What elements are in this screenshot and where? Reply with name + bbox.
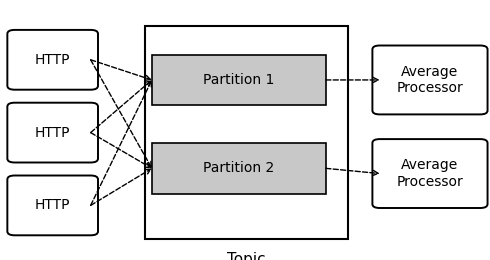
Bar bbox=[145, 26, 348, 239]
FancyBboxPatch shape bbox=[372, 46, 488, 114]
Bar bbox=[152, 143, 326, 194]
Text: Average
Processor: Average Processor bbox=[396, 158, 464, 189]
Text: HTTP: HTTP bbox=[35, 126, 71, 140]
Text: Topic: Topic bbox=[227, 252, 266, 260]
Text: HTTP: HTTP bbox=[35, 53, 71, 67]
Bar bbox=[152, 55, 326, 105]
FancyBboxPatch shape bbox=[7, 103, 98, 162]
FancyBboxPatch shape bbox=[7, 30, 98, 90]
FancyBboxPatch shape bbox=[372, 139, 488, 208]
Text: Average
Processor: Average Processor bbox=[396, 65, 464, 95]
Text: HTTP: HTTP bbox=[35, 198, 71, 212]
FancyBboxPatch shape bbox=[7, 176, 98, 235]
Text: Partition 1: Partition 1 bbox=[203, 73, 274, 87]
Text: Partition 2: Partition 2 bbox=[203, 161, 274, 175]
